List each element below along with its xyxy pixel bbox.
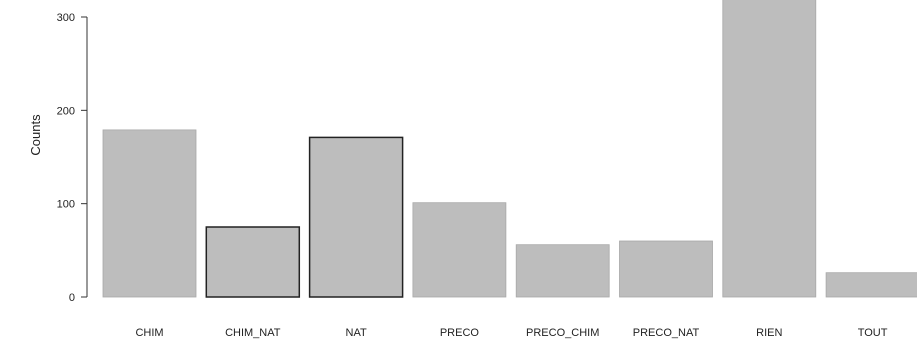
x-tick-label-nat: NAT [346,327,367,339]
y-tick-label: 100 [57,199,75,211]
bar-chim [102,129,197,298]
bar-rien [722,0,817,298]
x-tick-label-preco-nat: PRECO_NAT [633,327,700,339]
bar-preco-nat [619,240,713,298]
x-tick-label-preco: PRECO [440,327,480,339]
x-tick-label-tout: TOUT [858,327,888,339]
x-tick-label-rien: RIEN [756,327,782,339]
y-axis: 0 100 200 300 [57,12,88,304]
x-tick-label-preco-chim: PRECO_CHIM [526,327,599,339]
y-tick-label: 200 [57,105,75,117]
bars [102,0,917,298]
bar-tout [825,272,917,298]
bar-preco-chim [515,244,610,298]
bar-chim-nat [205,226,301,298]
y-tick-label: 0 [69,292,75,304]
y-axis-label: Counts [28,114,43,156]
y-tick-label: 300 [57,12,75,24]
x-tick-label-chim-nat: CHIM_NAT [225,327,281,339]
x-tick-label-chim: CHIM [135,327,163,339]
bar-nat [308,136,404,298]
bar-preco [412,202,507,298]
x-axis-labels: CHIM CHIM_NAT NAT PRECO PRECO_CHIM PRECO_NAT R… [135,327,887,339]
